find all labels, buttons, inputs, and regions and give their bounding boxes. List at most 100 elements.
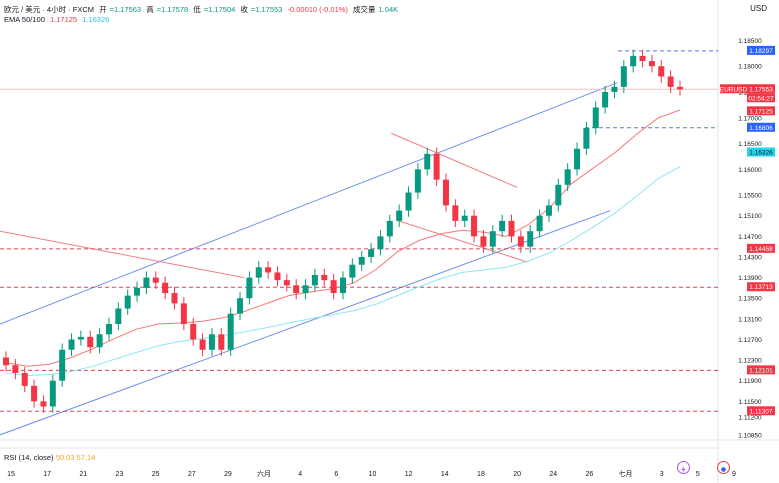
symbol-line[interactable]: 欧元 / 美元 · 4小时 · FXCM <box>4 5 94 14</box>
open-label: 开 <box>99 5 107 14</box>
price-tick-label: 1.12300 <box>738 358 762 365</box>
price-tick-label: 1.11200 <box>738 414 761 421</box>
candle-body <box>677 86 683 90</box>
time-tick-label: 23 <box>116 471 124 478</box>
change-value: -0.00010 (-0.01%) <box>287 5 348 14</box>
price-label-text: 1.14458 <box>749 246 773 253</box>
candle-body <box>77 336 84 340</box>
candle-body <box>667 76 674 87</box>
candle-body <box>564 169 571 185</box>
candle-body <box>199 339 206 350</box>
price-label-text: 1.17553 <box>749 86 773 93</box>
candle-body <box>489 231 496 247</box>
time-tick-label: 29 <box>224 471 232 478</box>
low-label: 低 <box>193 5 201 14</box>
price-tick-label: 1.17000 <box>738 115 762 122</box>
candle-body <box>21 372 28 386</box>
candle-body <box>424 153 431 170</box>
price-tick-label: 1.13900 <box>738 275 762 282</box>
candle-body <box>648 61 655 67</box>
ema-line-ema100 <box>5 166 681 377</box>
candle-body <box>227 313 234 350</box>
time-tick-label: 17 <box>43 471 51 478</box>
price-tick-label: 1.13500 <box>738 296 762 303</box>
candle-body <box>68 339 75 350</box>
time-tick-label: 10 <box>369 471 377 478</box>
candle-body <box>471 215 478 237</box>
price-tick-label: 1.14700 <box>738 234 762 241</box>
time-tick-label: 15 <box>7 471 15 478</box>
price-label-text: 1.16806 <box>749 125 773 132</box>
candle-body <box>386 220 393 237</box>
high-value: =1.17578 <box>156 5 189 14</box>
price-label-box <box>747 84 775 94</box>
candle-body <box>171 293 178 304</box>
price-tick-label: 1.12700 <box>738 337 762 344</box>
low-value: =1.17504 <box>203 5 236 14</box>
candle-body <box>302 285 309 294</box>
time-tick-label: 27 <box>188 471 196 478</box>
price-label-box <box>747 147 775 157</box>
ema-label: EMA 50/100 <box>4 15 45 24</box>
time-tick-label: 4 <box>298 471 302 478</box>
price-label-box <box>747 406 775 416</box>
candle-body <box>555 184 562 206</box>
price-tick-label: 1.16500 <box>738 141 762 148</box>
price-label-box <box>747 282 775 292</box>
candle-body <box>40 401 47 407</box>
candle-body <box>143 277 150 288</box>
candle-body <box>461 215 468 221</box>
rsi-legend[interactable]: RSI (14, close) 50.03 57.14 <box>4 453 95 462</box>
price-label-text: 1.18297 <box>749 48 773 55</box>
candle-body <box>396 210 403 221</box>
price-label-box <box>720 84 747 94</box>
candle-body <box>246 277 253 299</box>
time-tick-label: 21 <box>79 471 87 478</box>
candle-body <box>433 153 440 180</box>
candle-body <box>545 205 552 216</box>
candle-body <box>31 385 38 402</box>
wedge-upper-line <box>391 132 518 188</box>
time-tick-label: 20 <box>513 471 521 478</box>
time-tick-label: 六月 <box>257 469 271 478</box>
price-label-box <box>747 106 775 116</box>
candle-body <box>480 236 487 247</box>
price-tick-label: 1.18500 <box>738 38 762 45</box>
candle-body <box>115 308 122 324</box>
price-tick-label: 1.13100 <box>738 316 762 323</box>
price-label-text: 1.12101 <box>749 367 773 374</box>
candle-body <box>190 323 197 340</box>
candle-body <box>180 303 187 324</box>
candle-body <box>442 179 449 206</box>
price-label-text: 1.11307 <box>749 408 772 415</box>
price-label-box <box>747 122 775 132</box>
high-label: 高 <box>146 5 154 14</box>
lightning-icon[interactable] <box>677 461 690 474</box>
candle-body <box>639 55 646 62</box>
ema-legend-row[interactable]: EMA 50/100 1.17125 1.16326 <box>4 15 112 24</box>
candle-body <box>12 365 19 373</box>
close-value: =1.17553 <box>250 5 283 14</box>
replay-icon[interactable] <box>717 461 730 474</box>
time-tick-label: 3 <box>660 471 664 478</box>
candle-body <box>517 236 524 247</box>
time-tick-label: 6 <box>334 471 338 478</box>
candle-body <box>274 272 281 281</box>
candle-body <box>508 220 515 237</box>
channel-lower-line <box>0 210 611 436</box>
price-label-text: 02:54:27 <box>748 95 774 102</box>
price-label-box <box>747 93 775 103</box>
candle-body <box>340 277 346 294</box>
price-label-box <box>747 365 775 375</box>
candle-body <box>134 287 141 296</box>
price-tick-label: 1.11900 <box>738 378 761 385</box>
price-label-box <box>747 243 775 253</box>
rsi-label: RSI (14, close) <box>4 453 54 462</box>
candle-body <box>162 282 169 294</box>
currency-label[interactable]: USD <box>750 4 767 13</box>
candle-body <box>105 323 112 335</box>
candle-body <box>87 336 94 348</box>
candle-body <box>349 264 356 278</box>
wedge-lower-line <box>398 220 528 263</box>
